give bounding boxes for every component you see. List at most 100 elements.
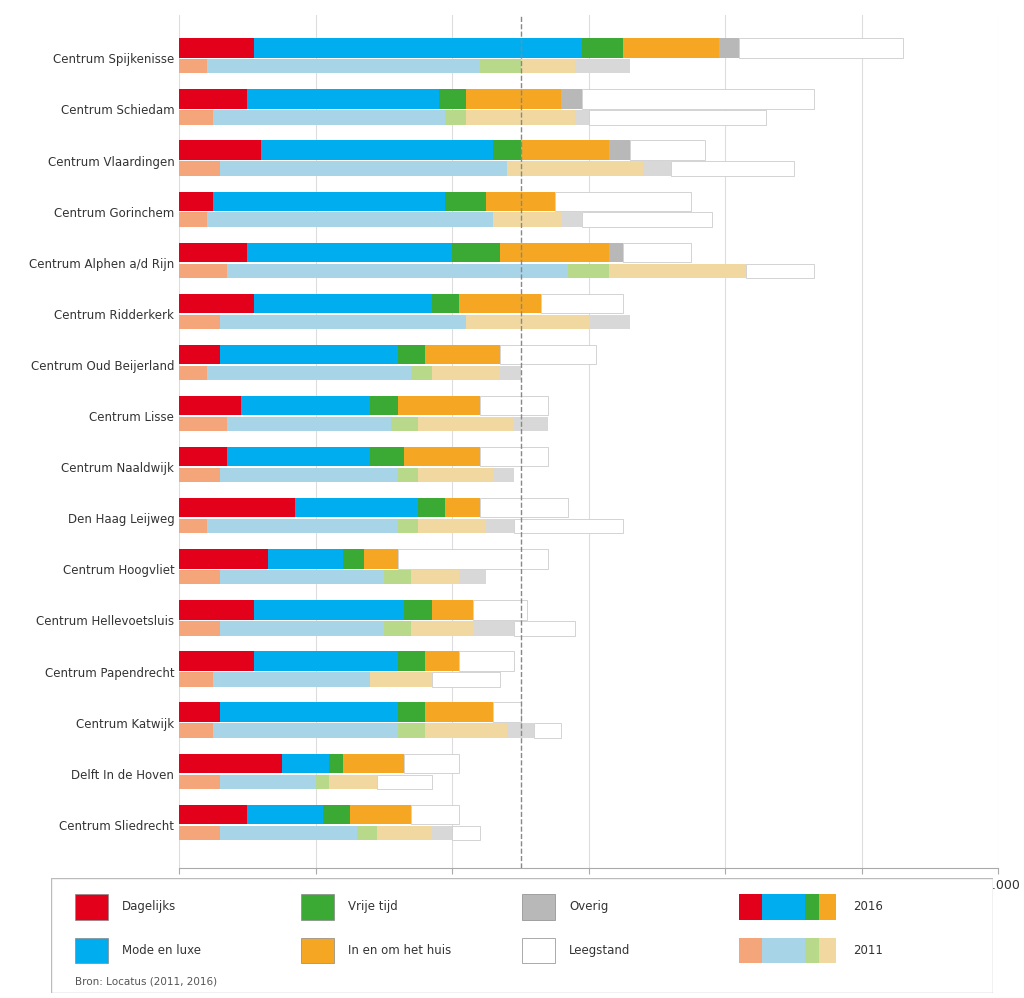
Bar	[220, 570, 384, 585]
Bar	[494, 213, 561, 227]
Bar	[384, 570, 412, 585]
Bar	[220, 344, 397, 364]
Bar	[179, 162, 220, 176]
Bar	[575, 110, 589, 125]
Bar	[179, 549, 268, 569]
Bar	[479, 59, 520, 74]
Bar	[522, 894, 555, 919]
Bar	[220, 314, 466, 329]
Bar	[582, 213, 712, 227]
Bar	[438, 89, 466, 109]
Bar	[377, 774, 432, 788]
Bar	[404, 600, 432, 620]
Bar	[179, 192, 213, 211]
Bar	[555, 192, 691, 211]
Bar	[254, 293, 432, 313]
Bar	[466, 314, 589, 329]
Bar	[500, 243, 609, 262]
Bar	[763, 938, 805, 963]
Bar	[479, 498, 568, 518]
Bar	[805, 894, 819, 919]
Bar	[479, 396, 548, 415]
Bar	[561, 213, 582, 227]
Bar	[397, 344, 425, 364]
Bar	[623, 243, 691, 262]
Text: In en om het huis: In en om het huis	[348, 944, 452, 957]
Bar	[207, 519, 397, 533]
Bar	[179, 804, 248, 824]
Bar	[609, 263, 745, 277]
Bar	[179, 703, 220, 722]
Bar	[179, 314, 220, 329]
Bar	[466, 110, 575, 125]
Bar	[520, 141, 609, 160]
Bar	[819, 894, 836, 919]
Bar	[575, 59, 630, 74]
Bar	[330, 774, 377, 788]
Bar	[425, 344, 500, 364]
Bar	[473, 600, 527, 620]
Bar	[453, 243, 500, 262]
Bar	[301, 938, 334, 963]
Bar	[179, 38, 254, 58]
Text: Bron: Locatus (2011, 2016): Bron: Locatus (2011, 2016)	[75, 976, 217, 986]
Bar	[432, 365, 500, 380]
Bar	[179, 447, 227, 466]
Bar	[494, 468, 514, 482]
Bar	[179, 621, 220, 636]
Text: Overig: Overig	[569, 900, 608, 913]
Bar	[179, 519, 207, 533]
Bar	[397, 396, 479, 415]
Bar	[520, 59, 575, 74]
Bar	[541, 293, 623, 313]
Bar	[739, 938, 763, 963]
Bar	[623, 38, 719, 58]
Bar	[179, 724, 213, 738]
Bar	[207, 59, 479, 74]
Bar	[248, 243, 453, 262]
Bar	[179, 600, 254, 620]
Bar	[75, 894, 108, 919]
Bar	[179, 365, 207, 380]
Bar	[582, 38, 623, 58]
Bar	[227, 447, 371, 466]
Bar	[384, 621, 412, 636]
Bar	[412, 621, 473, 636]
Bar	[397, 549, 548, 569]
Bar	[179, 89, 248, 109]
Bar	[179, 344, 220, 364]
Bar	[819, 938, 836, 963]
Bar	[179, 774, 220, 788]
Bar	[220, 825, 356, 840]
Bar	[671, 162, 794, 176]
Bar	[425, 652, 459, 671]
Bar	[739, 38, 903, 58]
Bar	[432, 293, 459, 313]
Bar	[522, 938, 555, 963]
Bar	[179, 59, 207, 74]
Bar	[445, 110, 466, 125]
Bar	[241, 396, 371, 415]
Bar	[568, 263, 609, 277]
Bar	[459, 293, 541, 313]
Bar	[295, 498, 418, 518]
Bar	[582, 89, 814, 109]
Bar	[630, 141, 705, 160]
Bar	[248, 89, 438, 109]
Bar	[397, 519, 418, 533]
Bar	[494, 703, 520, 722]
Bar	[391, 417, 418, 431]
Bar	[412, 570, 459, 585]
Bar	[500, 365, 520, 380]
Bar	[432, 673, 500, 687]
Bar	[301, 894, 334, 919]
Bar	[500, 344, 596, 364]
Bar	[179, 652, 254, 671]
Bar	[227, 263, 568, 277]
Bar	[404, 753, 459, 773]
Bar	[350, 804, 412, 824]
Bar	[356, 825, 377, 840]
Bar	[514, 417, 548, 431]
Text: 2016: 2016	[853, 900, 883, 913]
Bar	[371, 396, 397, 415]
